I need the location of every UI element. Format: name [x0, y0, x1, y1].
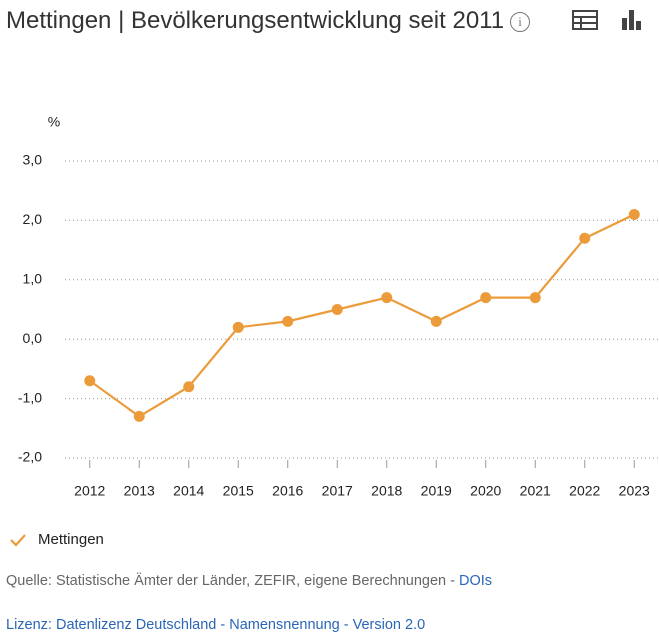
data-point: [84, 375, 96, 387]
y-tick-label: 1,0: [23, 271, 43, 287]
y-tick-label: -1,0: [18, 389, 42, 405]
x-tick-label: 2017: [322, 483, 353, 499]
license-link[interactable]: Lizenz: Datenlizenz Deutschland - Namens…: [6, 617, 426, 633]
chart-title: Mettingen | Bevölkerungsentwicklung seit…: [6, 2, 546, 40]
data-point: [430, 315, 442, 327]
x-tick-label: 2014: [173, 483, 204, 499]
data-point: [331, 304, 343, 315]
info-icon[interactable]: i: [510, 11, 531, 32]
x-tick-label: 2023: [619, 483, 650, 499]
data-point: [282, 315, 294, 327]
data-point: [529, 292, 541, 304]
source-text: Quelle: Statistische Ämter der Länder, Z…: [6, 573, 459, 589]
x-tick-label: 2021: [520, 483, 551, 499]
source: Quelle: Statistische Ämter der Länder, Z…: [6, 573, 492, 589]
x-tick-label: 2015: [223, 483, 254, 499]
x-tick-label: 2012: [74, 483, 105, 499]
y-axis-label: %: [48, 114, 60, 130]
x-tick-label: 2018: [371, 483, 402, 499]
chart: % -2,0 -1,0 0,0 1,0 2,0 3,0 2012 2013 2014 2015 20…: [18, 114, 659, 499]
y-tick-label: 3,0: [23, 152, 43, 168]
data-point: [628, 208, 640, 220]
x-tick-label: 2019: [421, 483, 452, 499]
data-point: [183, 381, 195, 393]
x-tick-label: 2020: [470, 483, 501, 499]
table-icon[interactable]: [572, 10, 598, 30]
view-icons: [572, 10, 641, 30]
x-tick-label: 2022: [569, 483, 600, 499]
bar-icon[interactable]: [622, 10, 641, 30]
legend-check: [10, 533, 26, 547]
data-point: [133, 410, 145, 422]
x-tick-label: 2013: [124, 483, 155, 499]
data-point: [232, 321, 244, 333]
source-link[interactable]: DOIs: [458, 573, 492, 589]
title-text: Mettingen | Bevölkerungsentwicklung seit…: [6, 7, 505, 34]
series-line: [89, 213, 635, 418]
x-tick-label: 2016: [272, 483, 303, 499]
y-tick-label: 0,0: [23, 330, 43, 346]
y-tick-label: 2,0: [23, 211, 43, 227]
legend-label: Mettingen: [38, 531, 104, 548]
data-point: [480, 292, 492, 304]
y-tick-label: -2,0: [18, 449, 42, 465]
data-point: [381, 292, 393, 304]
data-point: [579, 232, 591, 244]
license: Lizenz: Datenlizenz Deutschland - Namens…: [6, 617, 425, 633]
legend[interactable]: Mettingen: [8, 531, 104, 548]
